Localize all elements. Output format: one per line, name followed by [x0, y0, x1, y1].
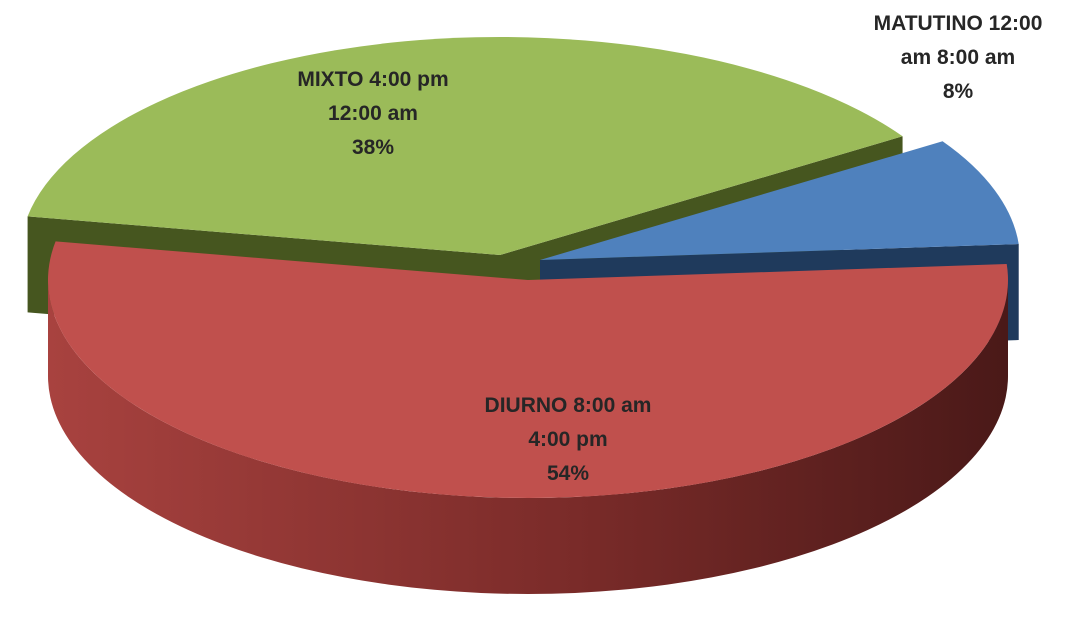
pie-slices [27, 36, 1019, 594]
slice-diurno [48, 241, 1008, 594]
slice-label-line: 12:00 am [328, 102, 418, 125]
slice-label-diurno: DIURNO 8:00 am 4:00 pm 54% [485, 394, 652, 485]
slice-diurno-side [48, 280, 1008, 594]
slice-matutino-top [540, 141, 1019, 260]
pie-labels: MATUTINO 12:00 am 8:00 am 8% DIURNO 8:00 am… [297, 12, 1042, 485]
slice-label-line: DIURNO 8:00 am [485, 394, 652, 417]
slice-diurno-top [48, 241, 1008, 498]
slice-label-line: MIXTO 4:00 pm [297, 68, 448, 91]
slice-label-line: 38% [352, 136, 394, 159]
slice-label-line: MATUTINO 12:00 [874, 12, 1043, 35]
slice-mixto-top [27, 36, 903, 255]
slice-label-mixto: MIXTO 4:00 pm 12:00 am 38% [297, 68, 448, 159]
slice-label-line: 54% [547, 462, 589, 485]
slice-label-line: 8% [943, 80, 974, 103]
slice-label-matutino: MATUTINO 12:00 am 8:00 am 8% [874, 12, 1043, 103]
slice-label-line: am 8:00 am [901, 46, 1015, 69]
slice-label-line: 4:00 pm [528, 428, 607, 451]
